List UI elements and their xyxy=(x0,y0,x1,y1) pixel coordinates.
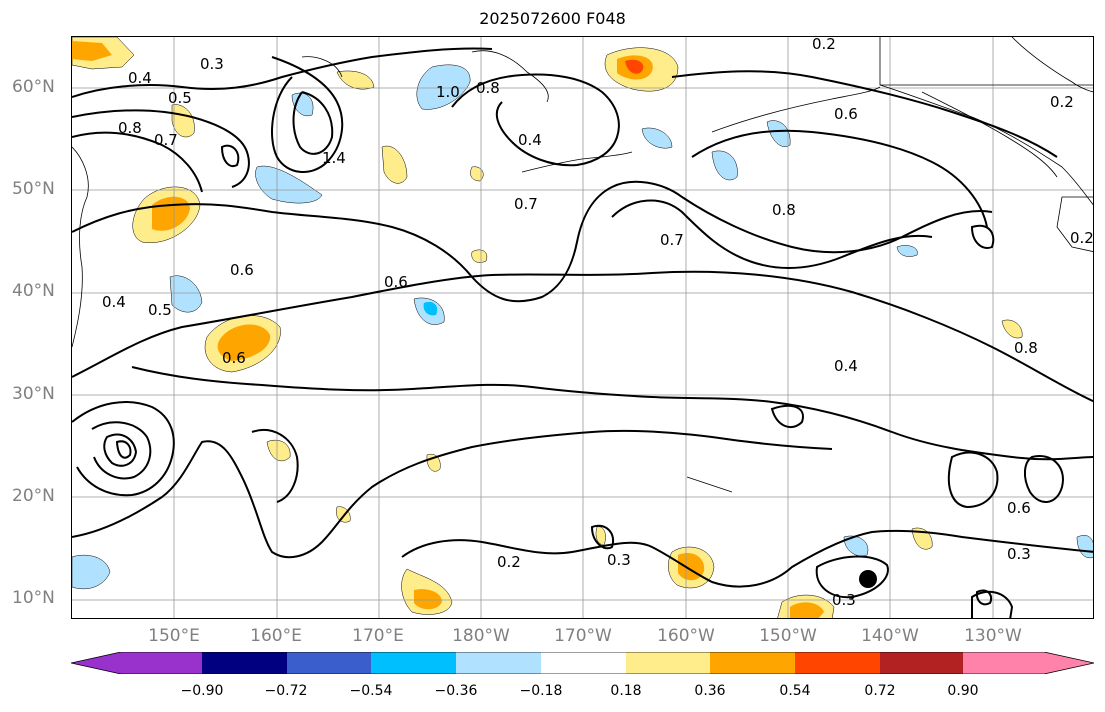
contour-label: 0.4 xyxy=(518,131,542,149)
contour-label: 0.2 xyxy=(1070,229,1094,247)
colorbar-segment xyxy=(541,652,626,674)
lon-label-170e: 170°E xyxy=(352,626,404,646)
warm-patch xyxy=(381,145,408,184)
colorbar-segment-lowest xyxy=(71,652,202,674)
contour-label: 0.3 xyxy=(607,551,631,569)
warm-patch xyxy=(470,166,484,182)
warm-core xyxy=(414,589,442,610)
graticule xyxy=(72,37,1093,618)
contour-label: 0.8 xyxy=(1014,339,1038,357)
lon-label-170w: 170°W xyxy=(554,626,612,646)
contour-label: 0.4 xyxy=(834,357,858,375)
contour-label: 0.3 xyxy=(832,591,856,609)
cool-patch xyxy=(1076,535,1093,559)
colorbar-tick: −0.18 xyxy=(519,683,563,699)
colorbar-segment xyxy=(710,652,795,674)
lon-label-160w: 160°W xyxy=(657,626,715,646)
warm-core xyxy=(72,41,112,61)
cool-patch xyxy=(255,165,323,204)
cool-patch xyxy=(72,554,111,590)
colorbar-tick: 0.36 xyxy=(694,683,726,699)
lon-label-160e: 160°E xyxy=(250,626,302,646)
lat-label-30n: 30°N xyxy=(12,384,55,404)
warm-patch xyxy=(171,104,195,138)
warm-core xyxy=(790,602,824,618)
colorbar-tick: −0.90 xyxy=(180,683,224,699)
contour-label: 0.4 xyxy=(128,69,152,87)
contour-label: 0.8 xyxy=(772,201,796,219)
warm-patch xyxy=(1001,319,1023,339)
map-panel: 0.3 0.4 0.5 0.8 0.7 1.0 1.4 0.6 0.5 0.4 … xyxy=(71,36,1094,619)
contour-label: 0.6 xyxy=(222,349,246,367)
contour-label: 0.3 xyxy=(200,55,224,73)
colorbar-tick: 0.54 xyxy=(779,683,811,699)
lon-label-140w: 140°W xyxy=(861,626,919,646)
warm-patch xyxy=(471,249,488,263)
hot-core xyxy=(625,59,644,74)
colorbar-segment xyxy=(202,652,287,674)
colorbar-segment xyxy=(795,652,880,674)
map-canvas: 0.3 0.4 0.5 0.8 0.7 1.0 1.4 0.6 0.5 0.4 … xyxy=(72,37,1094,618)
colorbar-tick: −0.36 xyxy=(434,683,478,699)
contour-labels: 0.3 0.4 0.5 0.8 0.7 1.0 1.4 0.6 0.5 0.4 … xyxy=(102,37,1094,609)
cool-patch xyxy=(169,275,203,313)
lon-label-150w: 150°W xyxy=(759,626,817,646)
colorbar-tick: 0.90 xyxy=(947,683,979,699)
map-title: 2025072600 F048 xyxy=(479,9,626,28)
lat-label-40n: 40°N xyxy=(12,281,55,301)
contour-label: 0.4 xyxy=(102,293,126,311)
contour-label: 0.6 xyxy=(230,261,254,279)
warm-patch xyxy=(266,439,291,462)
warm-patch xyxy=(336,70,375,90)
contour-label: 0.5 xyxy=(168,89,192,107)
contour-label: 0.6 xyxy=(1007,499,1031,517)
coastlines xyxy=(72,37,1093,493)
lat-label-50n: 50°N xyxy=(12,179,55,199)
cool-patch xyxy=(641,127,673,149)
colorbar-segment xyxy=(626,652,710,674)
cool-patch xyxy=(896,245,918,257)
lat-label-20n: 20°N xyxy=(12,486,55,506)
contour-label: 0.2 xyxy=(1050,93,1074,111)
colorbar-tick: 0.72 xyxy=(864,683,896,699)
cool-core xyxy=(423,301,438,316)
lat-label-10n: 10°N xyxy=(12,588,55,608)
anomaly-shading xyxy=(72,37,1093,618)
contour-label: 0.3 xyxy=(1007,545,1031,563)
colorbar-segment xyxy=(287,652,371,674)
warm-patch xyxy=(336,506,351,523)
colorbar xyxy=(71,652,1094,674)
contour-label: 0.2 xyxy=(812,37,836,53)
contour-label: 0.8 xyxy=(118,119,142,137)
contour-label: 0.8 xyxy=(476,79,500,97)
contour-label: 0.7 xyxy=(660,231,684,249)
cool-patch xyxy=(766,120,791,147)
lon-label-150e: 150°E xyxy=(148,626,200,646)
cool-patch xyxy=(711,150,738,181)
colorbar-tick: −0.54 xyxy=(349,683,393,699)
contour-label: 0.6 xyxy=(384,273,408,291)
colorbar-tick: 0.18 xyxy=(610,683,642,699)
colorbar-segment-highest xyxy=(963,652,1094,674)
contour-lines xyxy=(72,47,1093,618)
contour-label: 0.6 xyxy=(834,105,858,123)
contour-label: 1.0 xyxy=(436,83,460,101)
lon-label-130w: 130°W xyxy=(964,626,1022,646)
colorbar-segment xyxy=(456,652,541,674)
lon-label-180w: 180°W xyxy=(452,626,510,646)
contour-label: 0.5 xyxy=(148,301,172,319)
contour-label: 0.2 xyxy=(497,553,521,571)
storm-center-marker xyxy=(859,570,877,588)
colorbar-segment xyxy=(371,652,456,674)
warm-core xyxy=(217,324,271,361)
lat-label-60n: 60°N xyxy=(12,77,55,97)
contour-label: 0.7 xyxy=(514,195,538,213)
colorbar-tick: −0.72 xyxy=(264,683,308,699)
cool-patch xyxy=(416,64,471,110)
colorbar-segment xyxy=(880,652,963,674)
contour-label: 0.7 xyxy=(154,131,178,149)
contour-label: 1.4 xyxy=(322,149,346,167)
